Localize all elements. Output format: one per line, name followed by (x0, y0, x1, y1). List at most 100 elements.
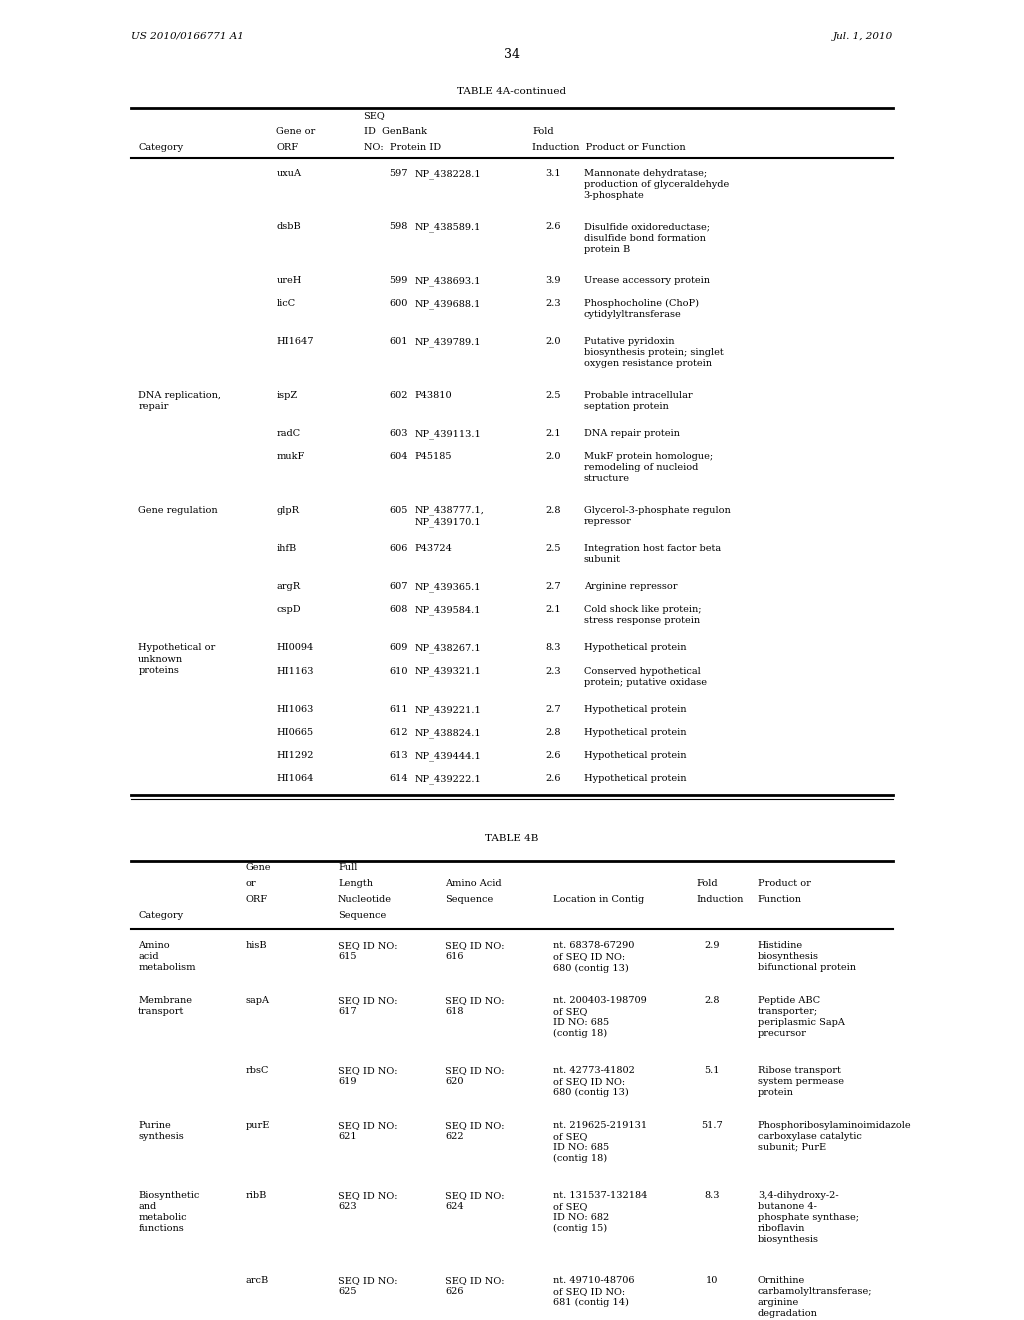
Text: NP_438693.1: NP_438693.1 (415, 276, 481, 285)
Text: Hypothetical protein: Hypothetical protein (584, 643, 686, 652)
Text: nt. 219625-219131
of SEQ
ID NO: 685
(contig 18): nt. 219625-219131 of SEQ ID NO: 685 (con… (553, 1121, 647, 1163)
Text: Hypothetical protein: Hypothetical protein (584, 705, 686, 714)
Text: 601: 601 (389, 337, 408, 346)
Text: SEQ ID NO:
623: SEQ ID NO: 623 (338, 1191, 397, 1210)
Text: uxuA: uxuA (276, 169, 301, 178)
Text: Integration host factor beta
subunit: Integration host factor beta subunit (584, 544, 721, 564)
Text: Putative pyridoxin
biosynthesis protein; singlet
oxygen resistance protein: Putative pyridoxin biosynthesis protein;… (584, 337, 723, 368)
Text: purE: purE (246, 1121, 270, 1130)
Text: SEQ ID NO:
616: SEQ ID NO: 616 (445, 941, 505, 961)
Text: Jul. 1, 2010: Jul. 1, 2010 (833, 32, 893, 41)
Text: 2.6: 2.6 (546, 774, 561, 783)
Text: SEQ ID NO:
621: SEQ ID NO: 621 (338, 1121, 397, 1140)
Text: NP_438267.1: NP_438267.1 (415, 643, 481, 653)
Text: ORF: ORF (276, 143, 299, 152)
Text: 8.3: 8.3 (546, 643, 561, 652)
Text: NP_439221.1: NP_439221.1 (415, 705, 481, 714)
Text: 2.0: 2.0 (546, 337, 561, 346)
Text: P45185: P45185 (415, 451, 453, 461)
Text: nt. 42773-41802
of SEQ ID NO:
680 (contig 13): nt. 42773-41802 of SEQ ID NO: 680 (conti… (553, 1067, 635, 1097)
Text: 2.1: 2.1 (546, 605, 561, 614)
Text: Product or: Product or (758, 879, 811, 888)
Text: SEQ ID NO:
617: SEQ ID NO: 617 (338, 997, 397, 1016)
Text: 3.9: 3.9 (546, 276, 561, 285)
Text: NP_439688.1: NP_439688.1 (415, 298, 481, 309)
Text: cspD: cspD (276, 605, 301, 614)
Text: SEQ ID NO:
620: SEQ ID NO: 620 (445, 1067, 505, 1086)
Text: HI1163: HI1163 (276, 667, 314, 676)
Text: NP_439113.1: NP_439113.1 (415, 429, 481, 438)
Text: HI1292: HI1292 (276, 751, 314, 760)
Text: 614: 614 (389, 774, 408, 783)
Text: Phosphocholine (ChoP)
cytidylyltransferase: Phosphocholine (ChoP) cytidylyltransfera… (584, 298, 698, 319)
Text: Purine
synthesis: Purine synthesis (138, 1121, 184, 1140)
Text: Membrane
transport: Membrane transport (138, 997, 193, 1016)
Text: 34: 34 (504, 48, 520, 61)
Text: Gene regulation: Gene regulation (138, 506, 218, 515)
Text: 2.6: 2.6 (546, 223, 561, 231)
Text: 603: 603 (389, 429, 408, 438)
Text: Induction  Product or Function: Induction Product or Function (532, 143, 686, 152)
Text: NP_439365.1: NP_439365.1 (415, 582, 481, 591)
Text: DNA repair protein: DNA repair protein (584, 429, 680, 438)
Text: MukF protein homologue;
remodeling of nucleiod
structure: MukF protein homologue; remodeling of nu… (584, 451, 713, 483)
Text: Biosynthetic
and
metabolic
functions: Biosynthetic and metabolic functions (138, 1191, 200, 1233)
Text: Disulfide oxidoreductase;
disulfide bond formation
protein B: Disulfide oxidoreductase; disulfide bond… (584, 223, 710, 253)
Text: Hypothetical protein: Hypothetical protein (584, 751, 686, 760)
Text: SEQ ID NO:
618: SEQ ID NO: 618 (445, 997, 505, 1016)
Text: rbsC: rbsC (246, 1067, 269, 1074)
Text: HI0094: HI0094 (276, 643, 313, 652)
Text: argR: argR (276, 582, 301, 591)
Text: Sequence: Sequence (338, 911, 386, 920)
Text: NP_438777.1,
NP_439170.1: NP_438777.1, NP_439170.1 (415, 506, 484, 527)
Text: or: or (246, 879, 256, 888)
Text: 2.0: 2.0 (546, 451, 561, 461)
Text: ribB: ribB (246, 1191, 267, 1200)
Text: Arginine repressor: Arginine repressor (584, 582, 677, 591)
Text: 5.1: 5.1 (703, 1067, 720, 1074)
Text: SEQ: SEQ (364, 111, 385, 120)
Text: 2.8: 2.8 (703, 997, 720, 1005)
Text: Gene or: Gene or (276, 127, 315, 136)
Text: HI1647: HI1647 (276, 337, 314, 346)
Text: HI1064: HI1064 (276, 774, 313, 783)
Text: 2.5: 2.5 (546, 544, 561, 553)
Text: HI1063: HI1063 (276, 705, 313, 714)
Text: SEQ ID NO:
625: SEQ ID NO: 625 (338, 1275, 397, 1296)
Text: Induction: Induction (696, 895, 743, 904)
Text: Category: Category (138, 911, 183, 920)
Text: arcB: arcB (246, 1275, 269, 1284)
Text: Amino Acid: Amino Acid (445, 879, 502, 888)
Text: 613: 613 (389, 751, 408, 760)
Text: TABLE 4B: TABLE 4B (485, 834, 539, 843)
Text: 610: 610 (389, 667, 408, 676)
Text: Ribose transport
system permease
protein: Ribose transport system permease protein (758, 1067, 844, 1097)
Text: Function: Function (758, 895, 802, 904)
Text: ispZ: ispZ (276, 391, 298, 400)
Text: ID  GenBank: ID GenBank (364, 127, 427, 136)
Text: 2.1: 2.1 (546, 429, 561, 438)
Text: 2.3: 2.3 (546, 667, 561, 676)
Text: Full: Full (338, 863, 357, 873)
Text: sapA: sapA (246, 997, 269, 1005)
Text: 609: 609 (389, 643, 408, 652)
Text: Urease accessory protein: Urease accessory protein (584, 276, 710, 285)
Text: Hypothetical protein: Hypothetical protein (584, 727, 686, 737)
Text: NP_439789.1: NP_439789.1 (415, 337, 481, 347)
Text: Phosphoribosylaminoimidazole
carboxylase catalytic
subunit; PurE: Phosphoribosylaminoimidazole carboxylase… (758, 1121, 911, 1152)
Text: NP_439321.1: NP_439321.1 (415, 667, 481, 676)
Text: nt. 131537-132184
of SEQ
ID NO: 682
(contig 15): nt. 131537-132184 of SEQ ID NO: 682 (con… (553, 1191, 647, 1233)
Text: 607: 607 (389, 582, 408, 591)
Text: Category: Category (138, 143, 183, 152)
Text: 604: 604 (389, 451, 408, 461)
Text: 2.3: 2.3 (546, 298, 561, 308)
Text: SEQ ID NO:
626: SEQ ID NO: 626 (445, 1275, 505, 1296)
Text: Sequence: Sequence (445, 895, 494, 904)
Text: Nucleotide: Nucleotide (338, 895, 392, 904)
Text: 3,4-dihydroxy-2-
butanone 4-
phosphate synthase;
riboflavin
biosynthesis: 3,4-dihydroxy-2- butanone 4- phosphate s… (758, 1191, 859, 1243)
Text: mukF: mukF (276, 451, 305, 461)
Text: Cold shock like protein;
stress response protein: Cold shock like protein; stress response… (584, 605, 701, 626)
Text: NP_439444.1: NP_439444.1 (415, 751, 481, 760)
Text: NP_438589.1: NP_438589.1 (415, 223, 481, 232)
Text: DNA replication,
repair: DNA replication, repair (138, 391, 221, 411)
